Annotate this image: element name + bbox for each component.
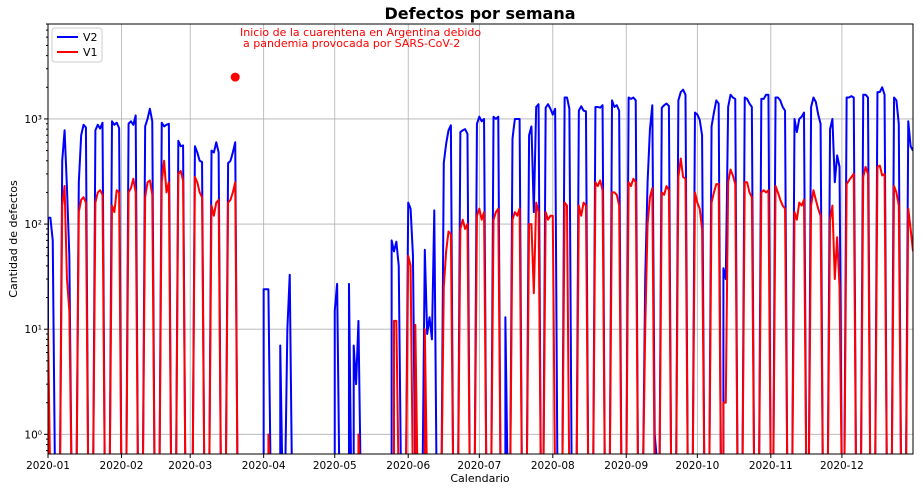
x-tick-label: 2020-02 bbox=[100, 460, 144, 472]
y-tick-label: 10¹ bbox=[24, 324, 42, 336]
annotation-marker bbox=[230, 72, 240, 82]
x-tick-label: 2020-04 bbox=[242, 460, 286, 472]
legend-label-v2: V2 bbox=[83, 31, 98, 44]
x-tick-label: 2020-08 bbox=[531, 460, 575, 472]
plot-frame bbox=[47, 23, 914, 455]
legend: V2 V1 bbox=[51, 27, 103, 63]
annotation-line-1: Inicio de la cuarentena en Argentina deb… bbox=[240, 26, 481, 39]
x-tick-label: 2020-10 bbox=[675, 460, 719, 472]
series-line-v1 bbox=[48, 157, 913, 454]
x-tick-label: 2020-01 bbox=[26, 460, 70, 472]
annotation-line-2: a pandemia provocada por SARS-CoV-2 bbox=[243, 37, 460, 50]
x-tick-label: 2020-03 bbox=[168, 460, 212, 472]
x-tick-label: 2020-09 bbox=[604, 460, 648, 472]
legend-label-v1: V1 bbox=[83, 46, 98, 59]
x-tick-label: 2020-05 bbox=[313, 460, 357, 472]
y-tick-label: 10³ bbox=[24, 114, 42, 126]
y-tick-label: 10² bbox=[24, 219, 42, 231]
plot-area bbox=[48, 86, 913, 454]
x-tick-label: 2020-11 bbox=[749, 460, 793, 472]
x-axis-label: Calendario bbox=[450, 472, 510, 485]
x-tick-label: 2020-07 bbox=[457, 460, 501, 472]
x-tick-label: 2020-06 bbox=[386, 460, 430, 472]
x-axis: 2020-01 2020-02 2020-03 2020-04 2020-05 2020-… bbox=[26, 454, 864, 472]
y-tick-label: 10⁰ bbox=[24, 429, 42, 441]
y-axis: 10⁰ 10¹ 10² 10³ bbox=[24, 23, 48, 452]
x-tick-label: 2020-12 bbox=[820, 460, 864, 472]
quarantine-annotation: Inicio de la cuarentena en Argentina deb… bbox=[230, 26, 481, 82]
series-line-v2 bbox=[48, 86, 913, 454]
chart-title: Defectos por semana bbox=[384, 4, 575, 23]
y-axis-label: Cantidad de defectos bbox=[7, 180, 20, 298]
